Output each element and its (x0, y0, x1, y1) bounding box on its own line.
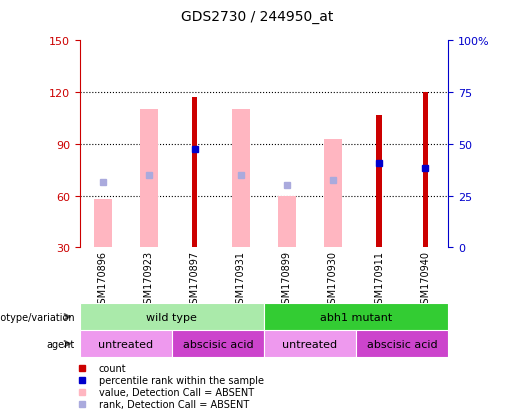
Bar (278, 196, 296, 248)
Text: abscisic acid: abscisic acid (183, 339, 253, 349)
Text: GSM170896: GSM170896 (98, 251, 108, 309)
Text: GSM170911: GSM170911 (374, 251, 384, 309)
Bar (422, 93, 427, 248)
Bar (94, 199, 112, 248)
Text: percentile rank within the sample: percentile rank within the sample (99, 375, 264, 385)
Text: abscisic acid: abscisic acid (367, 339, 437, 349)
Text: GSM170931: GSM170931 (236, 251, 246, 309)
Text: GSM170897: GSM170897 (190, 251, 200, 310)
Bar (376, 115, 382, 248)
Text: GSM170930: GSM170930 (328, 251, 338, 309)
Text: count: count (99, 363, 127, 373)
Bar (264, 330, 356, 357)
Bar (193, 98, 197, 248)
Text: GSM170940: GSM170940 (420, 251, 430, 309)
Text: rank, Detection Call = ABSENT: rank, Detection Call = ABSENT (99, 399, 249, 409)
Text: agent: agent (46, 339, 75, 349)
Text: wild type: wild type (146, 312, 197, 322)
Text: value, Detection Call = ABSENT: value, Detection Call = ABSENT (99, 387, 254, 397)
Bar (324, 140, 342, 248)
Bar (140, 110, 158, 248)
Text: genotype/variation: genotype/variation (0, 312, 75, 322)
Bar (172, 330, 264, 357)
Bar (264, 304, 448, 330)
Bar (80, 304, 264, 330)
Text: untreated: untreated (282, 339, 337, 349)
Bar (232, 110, 250, 248)
Text: untreated: untreated (98, 339, 153, 349)
Text: abh1 mutant: abh1 mutant (320, 312, 392, 322)
Bar (356, 330, 448, 357)
Text: GSM170923: GSM170923 (144, 251, 154, 310)
Text: GDS2730 / 244950_at: GDS2730 / 244950_at (181, 10, 334, 24)
Text: GSM170899: GSM170899 (282, 251, 292, 309)
Bar (80, 330, 172, 357)
